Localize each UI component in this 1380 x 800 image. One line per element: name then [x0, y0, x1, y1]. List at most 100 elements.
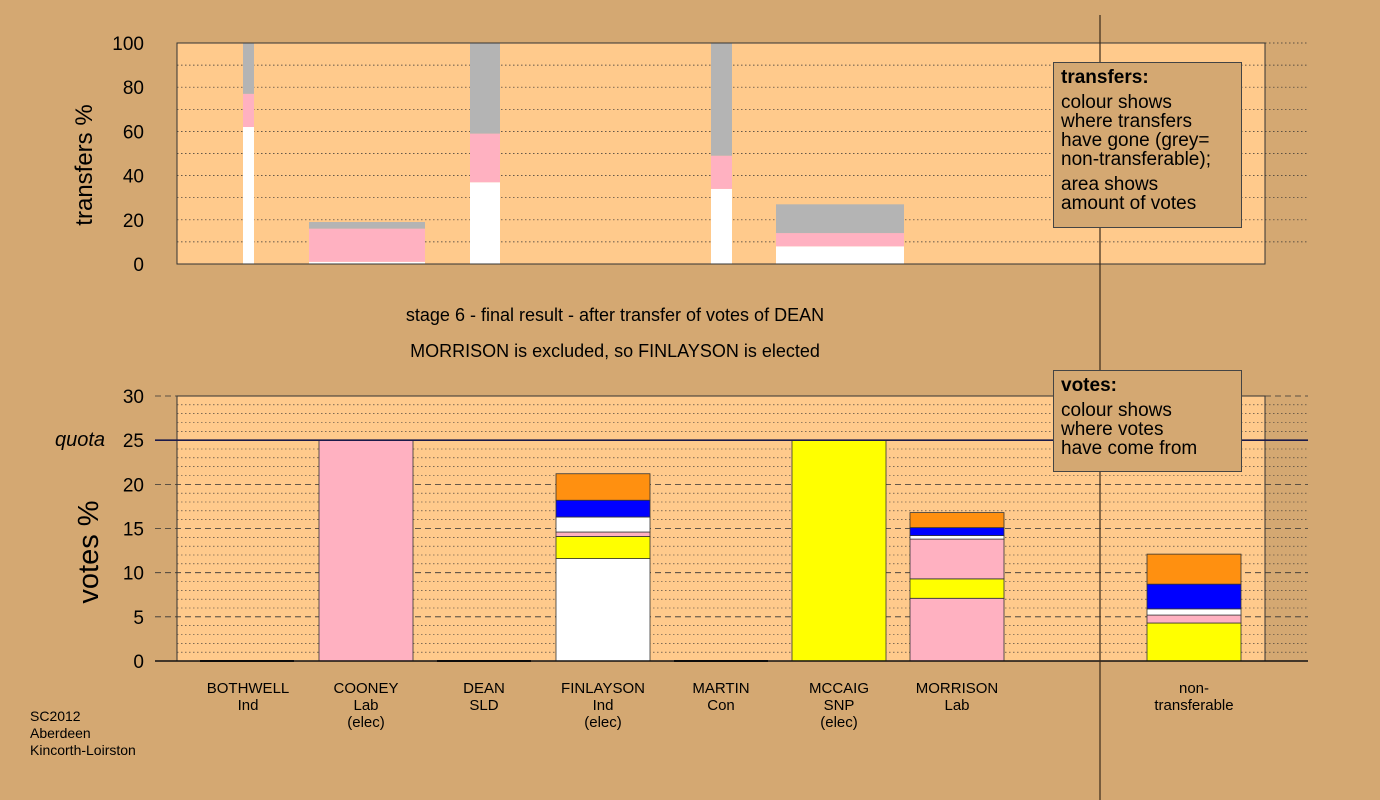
footer-election: SC2012: [30, 708, 81, 724]
votes-legend-title: votes:: [1061, 375, 1117, 396]
candidate-party: Con: [707, 697, 735, 714]
candidate-party: SNP: [823, 697, 855, 714]
candidate-label-martin: MARTIN Con: [651, 680, 791, 714]
footer-info: SC2012 Aberdeen Kincorth-Loirston: [30, 708, 136, 759]
votes-tick-label: 0: [133, 652, 144, 673]
votes-bar-segment-non-transferable: [1146, 608, 1242, 616]
votes-bar-segment-finlayson: [555, 558, 651, 662]
footer-ward: Kincorth-Loirston: [30, 742, 136, 758]
candidate-party: Lab: [353, 697, 379, 714]
votes-bar-segment-morrison: [909, 512, 1005, 529]
votes-tick-label: 25: [123, 431, 144, 452]
transfers-tick-label: 40: [123, 167, 144, 188]
candidate-party: Lab: [944, 697, 970, 714]
candidate-label-mccaig: MCCAIG SNP (elec): [769, 680, 909, 731]
candidate-status: (elec): [584, 714, 622, 731]
transfers-tick-label: 60: [123, 122, 144, 143]
votes-legend-line: where votes: [1061, 419, 1164, 440]
transfers-legend-line: colour shows: [1061, 92, 1172, 113]
transfers-tick-label: 80: [123, 78, 144, 99]
votes-bar-segment-mccaig: [791, 439, 887, 662]
transfers-bar-segment-mccaig: [776, 233, 904, 247]
transfers-tick-label: 20: [123, 211, 144, 232]
candidate-party: transferable: [1154, 697, 1234, 714]
votes-bar-segment-finlayson: [555, 536, 651, 559]
transfers-bar-segment-dean: [470, 43, 500, 134]
votes-bar-segment-morrison: [909, 538, 1005, 580]
votes-tick-label: 15: [123, 520, 144, 541]
votes-bar-segment-non-transferable: [1146, 622, 1242, 662]
transfers-legend: transfers: colour shows where transfers …: [1053, 62, 1242, 228]
candidate-label-non-transferable: non- transferable: [1124, 680, 1264, 714]
votes-bar-segment-finlayson: [555, 473, 651, 501]
transfers-legend-line: where transfers: [1061, 111, 1192, 132]
transfers-legend-line: non-transferable);: [1061, 149, 1211, 170]
votes-bar-segment-morrison: [909, 535, 1005, 540]
transfers-bar-segment-dean: [470, 182, 500, 264]
votes-bar-segment-non-transferable: [1146, 614, 1242, 624]
candidate-label-finlayson: FINLAYSON Ind (elec): [533, 680, 673, 731]
transfers-legend-line: amount of votes: [1061, 193, 1197, 214]
transfers-legend-title: transfers:: [1061, 67, 1149, 88]
votes-bar-segment-finlayson: [555, 516, 651, 533]
candidate-name: FINLAYSON: [561, 680, 645, 697]
transfers-bar-segment-cooney: [309, 261, 425, 264]
transfers-bar-segment-mccaig: [776, 204, 904, 234]
transfers-legend-line: have gone (grey=: [1061, 130, 1210, 151]
candidate-status: (elec): [820, 714, 858, 731]
votes-bar-segment-morrison: [909, 578, 1005, 599]
transfers-bar-segment-cooney: [309, 222, 425, 229]
candidate-party: SLD: [469, 697, 499, 714]
transfers-legend-paragraph-2: area shows amount of votes: [1061, 175, 1234, 213]
candidate-name: non-: [1178, 680, 1210, 697]
transfers-bar-segment-martin: [711, 155, 732, 189]
transfers-bar-segment-bothwell: [243, 126, 254, 264]
transfers-tick-label: 100: [112, 34, 144, 55]
candidate-name: DEAN: [463, 680, 505, 697]
transfers-bar-segment-bothwell: [243, 93, 254, 127]
candidate-party: Ind: [237, 697, 259, 714]
votes-tick-label: 5: [133, 608, 144, 629]
candidate-party: Ind: [592, 697, 614, 714]
votes-bar-segment-non-transferable: [1146, 583, 1242, 610]
votes-bar-segment-non-transferable: [1146, 553, 1242, 585]
votes-legend-line: have come from: [1061, 438, 1198, 459]
candidate-name: MARTIN: [692, 680, 750, 697]
result-caption: MORRISON is excluded, so FINLAYSON is el…: [410, 341, 820, 361]
votes-bar-segment-morrison: [909, 597, 1005, 662]
candidate-label-morrison: MORRISON Lab: [887, 680, 1027, 714]
transfers-bar-segment-cooney: [309, 228, 425, 262]
votes-bar-segment-finlayson: [555, 499, 651, 518]
candidate-status: (elec): [347, 714, 385, 731]
votes-bar-segment-finlayson: [555, 531, 651, 537]
votes-tick-label: 20: [123, 475, 144, 496]
footer-council: Aberdeen: [30, 725, 91, 741]
candidate-name: COONEY: [333, 680, 399, 697]
candidate-name: MORRISON: [915, 680, 999, 697]
stage-caption: stage 6 - final result - after transfer …: [405, 305, 825, 325]
candidate-label-dean: DEAN SLD: [414, 680, 554, 714]
transfers-tick-label: 0: [133, 255, 144, 276]
transfers-legend-line: area shows: [1061, 174, 1159, 195]
transfers-plot-frame: [176, 42, 1266, 265]
votes-legend: votes: colour shows where votes have com…: [1053, 370, 1242, 472]
candidate-label-cooney: COONEY Lab (elec): [296, 680, 436, 731]
votes-legend-line: colour shows: [1061, 400, 1172, 421]
votes-axis-label: votes %: [73, 500, 105, 604]
transfers-bar-segment-mccaig: [776, 246, 904, 264]
votes-bar-segment-cooney: [318, 439, 414, 662]
transfers-bar-segment-dean: [470, 133, 500, 183]
votes-bar-segment-morrison: [909, 527, 1005, 536]
transfers-axis-label: transfers %: [71, 104, 98, 226]
transfers-bar-segment-martin: [711, 188, 732, 264]
quota-label: quota: [55, 429, 106, 451]
candidate-name: BOTHWELL: [206, 680, 290, 697]
votes-tick-label: 30: [123, 387, 144, 408]
transfers-bar-segment-bothwell: [243, 43, 254, 94]
votes-tick-label: 10: [123, 564, 144, 585]
candidate-label-bothwell: BOTHWELL Ind: [178, 680, 318, 714]
candidate-name: MCCAIG: [809, 680, 869, 697]
transfers-legend-paragraph-1: colour shows where transfers have gone (…: [1061, 93, 1234, 169]
transfers-bar-segment-martin: [711, 43, 732, 156]
